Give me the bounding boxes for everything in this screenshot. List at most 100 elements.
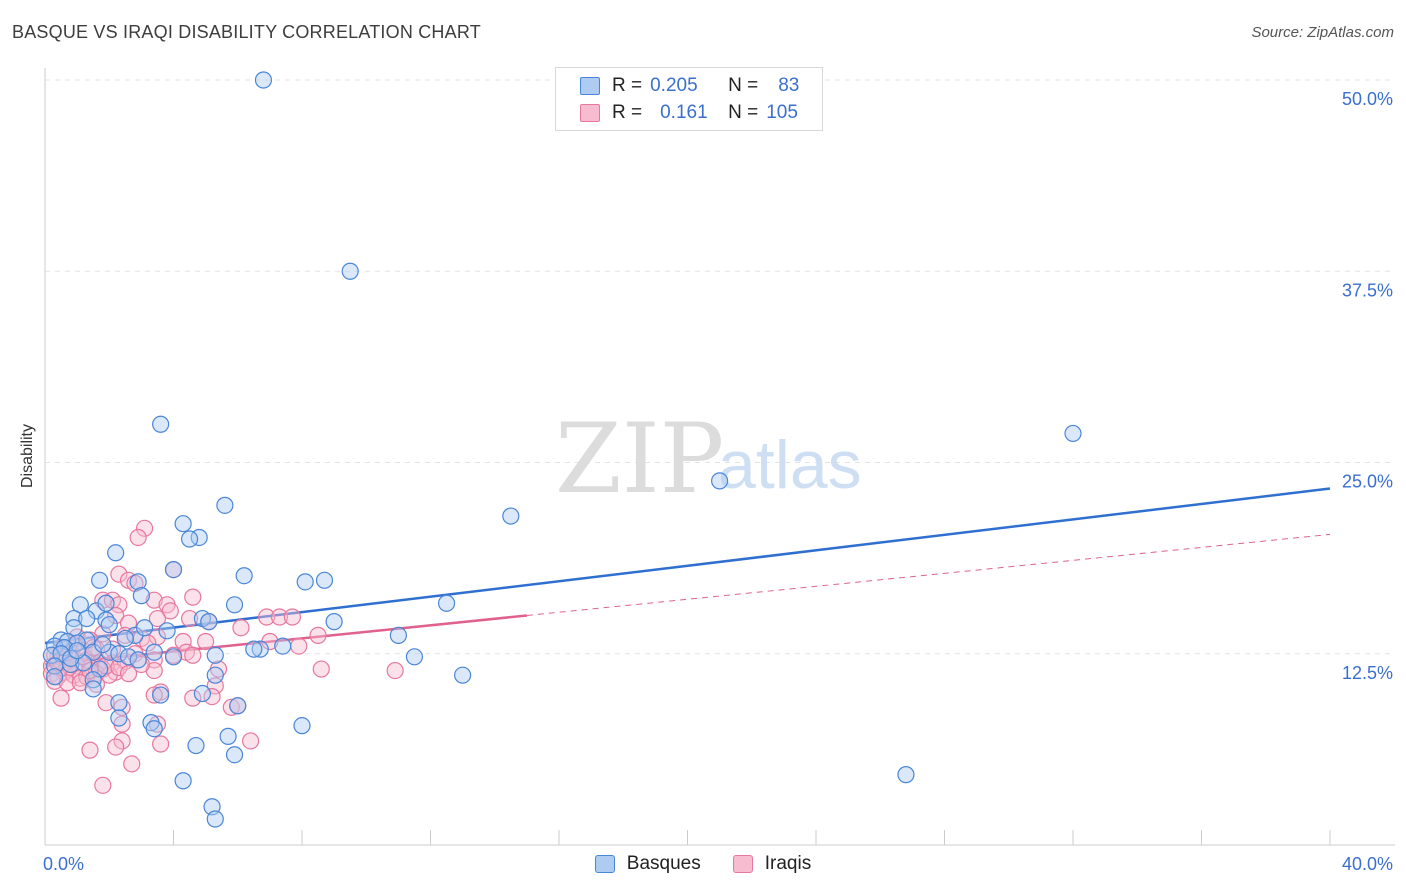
iraqis-point (145, 686, 163, 704)
iraqis-point (46, 672, 64, 690)
basques-point (135, 619, 154, 637)
x-tick-label-min: 0.0% (43, 854, 84, 874)
basques-point (293, 717, 311, 735)
y-tick-label: 37.5% (1342, 280, 1393, 300)
iraqis-point (107, 606, 125, 625)
basques-point (187, 736, 205, 755)
iraqis-point (110, 596, 128, 614)
basques-point (100, 616, 118, 634)
iraqis-n-label: N = (728, 102, 759, 123)
basques-point (119, 648, 138, 666)
basques-r-value: 0.205 (650, 75, 698, 96)
iraqis-point (184, 646, 202, 664)
iraqis-point (123, 755, 141, 773)
y-tick-label: 12.5% (1342, 663, 1393, 683)
iraqis-swatch (580, 104, 600, 122)
iraqis-point (129, 528, 147, 547)
iraqis-point (312, 660, 330, 678)
basques-r-label: R = (612, 75, 643, 96)
basques-point (1064, 424, 1082, 443)
basques-point (254, 71, 273, 89)
iraqis-point (197, 632, 215, 651)
basques-point (164, 648, 183, 666)
iraqis-point (309, 626, 327, 644)
basques-point (251, 640, 269, 658)
basques-point (97, 611, 115, 629)
basques-point (91, 660, 109, 678)
iraqis-point (203, 687, 221, 706)
iraqis-point (270, 608, 289, 626)
series-legend: Basques Iraqis (0, 852, 1406, 876)
basques-point (437, 594, 456, 612)
basques-point (158, 622, 176, 640)
basques-point (62, 655, 80, 674)
iraqis-point (290, 637, 308, 655)
iraqis-point (283, 608, 301, 626)
basques-point (219, 727, 237, 745)
iraqis-point (132, 655, 150, 674)
legend-row-basques: R = 0.205 N = 83 (580, 74, 799, 98)
basques-point (68, 642, 86, 660)
basques-point (711, 472, 729, 490)
basques-point (206, 666, 224, 684)
grid-layer (45, 79, 1395, 655)
iraqis-point (161, 602, 179, 620)
basques-n-label: N = (728, 75, 759, 96)
iraqis-point (222, 698, 240, 716)
basques-point (235, 567, 253, 585)
basques-points (42, 71, 1082, 828)
iraqis-point (174, 632, 192, 651)
basques-point (129, 573, 147, 591)
iraqis-point (110, 565, 128, 583)
legend-item-basques[interactable]: Basques (594, 853, 701, 875)
basques-point (97, 594, 115, 612)
basques-point (216, 496, 234, 514)
iraqis-point (52, 689, 70, 707)
basques-swatch (580, 77, 600, 95)
iraqis-point (184, 588, 202, 606)
basques-point (206, 646, 224, 664)
basques-point (65, 609, 83, 628)
basques-point (341, 262, 359, 280)
basques-point (315, 571, 334, 589)
basques-point (152, 415, 170, 433)
basques-point (145, 643, 163, 661)
iraqis-point (113, 698, 131, 716)
iraqis-point (148, 609, 167, 628)
iraqis-point (258, 608, 276, 626)
basques-point (78, 609, 96, 628)
iraqis-point (107, 738, 125, 756)
basques-point (229, 697, 247, 715)
legend-item-iraqis[interactable]: Iraqis (732, 853, 811, 875)
basques-point (110, 709, 128, 727)
iraqis-legend-swatch (732, 855, 753, 873)
basques-point (206, 810, 224, 828)
basques-point (502, 507, 520, 525)
chart-title: BASQUE VS IRAQI DISABILITY CORRELATION C… (12, 22, 481, 42)
basques-point (152, 686, 170, 704)
basques-legend-swatch (594, 855, 615, 873)
axis-layer (44, 68, 1395, 846)
basques-point (325, 613, 343, 631)
iraqis-point (119, 665, 138, 683)
basques-point (454, 666, 472, 684)
watermark-atlas: atlas (718, 427, 862, 503)
basques-point (405, 648, 424, 666)
iraqis-point (94, 776, 112, 794)
legend-row-iraqis: R = 0.161 N = 105 (580, 101, 798, 125)
iraqis-n-value: 105 (766, 102, 798, 123)
watermark-zip: ZIP (555, 403, 724, 515)
iraqis-point (97, 694, 115, 712)
basques-point (71, 596, 89, 614)
basques-point (296, 573, 314, 591)
y-tick-label: 50.0% (1342, 89, 1393, 109)
basques-point (225, 596, 244, 614)
iraqis-point (135, 519, 154, 537)
basques-point (180, 530, 199, 548)
basques-point (174, 515, 192, 533)
basques-point (132, 587, 150, 605)
basques-point (116, 629, 134, 648)
iraqis-point (94, 591, 112, 609)
iraqis-point (145, 591, 163, 609)
basques-point (245, 640, 263, 658)
